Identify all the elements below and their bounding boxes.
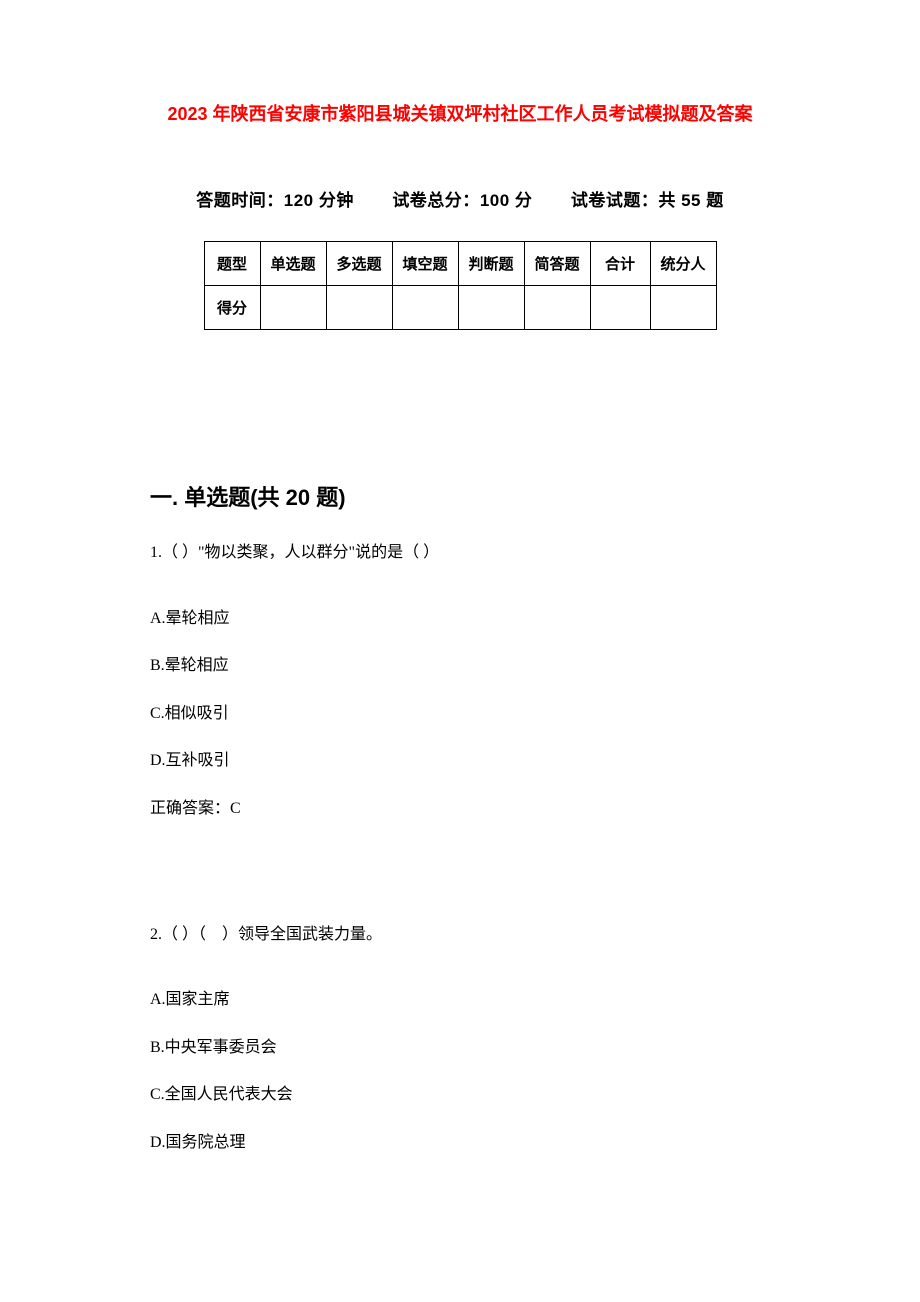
exam-title: 2023 年陕西省安康市紫阳县城关镇双坪村社区工作人员考试模拟题及答案 bbox=[150, 100, 770, 126]
score-header-cell: 多选题 bbox=[326, 242, 392, 286]
score-header-cell: 判断题 bbox=[458, 242, 524, 286]
score-header-cell: 题型 bbox=[204, 242, 260, 286]
score-header-cell: 单选题 bbox=[260, 242, 326, 286]
time-value: 120 分钟 bbox=[284, 186, 354, 211]
total-value: 100 分 bbox=[480, 186, 533, 211]
score-header-cell: 简答题 bbox=[524, 242, 590, 286]
score-cell bbox=[590, 286, 650, 330]
score-header-cell: 合计 bbox=[590, 242, 650, 286]
question-option-d: D.互补吸引 bbox=[150, 748, 770, 774]
score-cell bbox=[458, 286, 524, 330]
score-cell bbox=[524, 286, 590, 330]
score-row-label: 得分 bbox=[204, 286, 260, 330]
table-row: 得分 bbox=[204, 286, 716, 330]
question-block: 2.（ ）（ ）领导全国武装力量。 A.国家主席 B.中央军事委员会 C.全国人… bbox=[150, 922, 770, 1156]
question-option-c: C.相似吸引 bbox=[150, 701, 770, 727]
question-stem: 2.（ ）（ ）领导全国武装力量。 bbox=[150, 922, 770, 948]
question-stem: 1.（ ）"物以类聚，人以群分"说的是（ ） bbox=[150, 540, 770, 566]
score-cell bbox=[260, 286, 326, 330]
score-table: 题型 单选题 多选题 填空题 判断题 简答题 合计 统分人 得分 bbox=[204, 241, 717, 330]
question-option-a: A.晕轮相应 bbox=[150, 606, 770, 632]
question-option-c: C.全国人民代表大会 bbox=[150, 1082, 770, 1108]
score-cell bbox=[650, 286, 716, 330]
score-cell bbox=[392, 286, 458, 330]
time-label: 答题时间： bbox=[196, 186, 284, 211]
question-option-b: B.晕轮相应 bbox=[150, 653, 770, 679]
question-block: 1.（ ）"物以类聚，人以群分"说的是（ ） A.晕轮相应 B.晕轮相应 C.相… bbox=[150, 540, 770, 822]
count-label: 试卷试题： bbox=[571, 186, 659, 211]
table-row: 题型 单选题 多选题 填空题 判断题 简答题 合计 统分人 bbox=[204, 242, 716, 286]
section-heading: 一. 单选题(共 20 题) bbox=[150, 480, 770, 512]
question-option-b: B.中央军事委员会 bbox=[150, 1035, 770, 1061]
question-option-d: D.国务院总理 bbox=[150, 1130, 770, 1156]
score-header-cell: 填空题 bbox=[392, 242, 458, 286]
exam-page: 2023 年陕西省安康市紫阳县城关镇双坪村社区工作人员考试模拟题及答案 答题时间… bbox=[0, 0, 920, 1238]
exam-info-line: 答题时间：120 分钟 试卷总分：100 分 试卷试题：共 55 题 bbox=[150, 186, 770, 211]
count-value: 共 55 题 bbox=[658, 186, 723, 211]
score-header-cell: 统分人 bbox=[650, 242, 716, 286]
total-label: 试卷总分： bbox=[392, 186, 480, 211]
question-answer: 正确答案：C bbox=[150, 796, 770, 822]
question-option-a: A.国家主席 bbox=[150, 987, 770, 1013]
score-cell bbox=[326, 286, 392, 330]
